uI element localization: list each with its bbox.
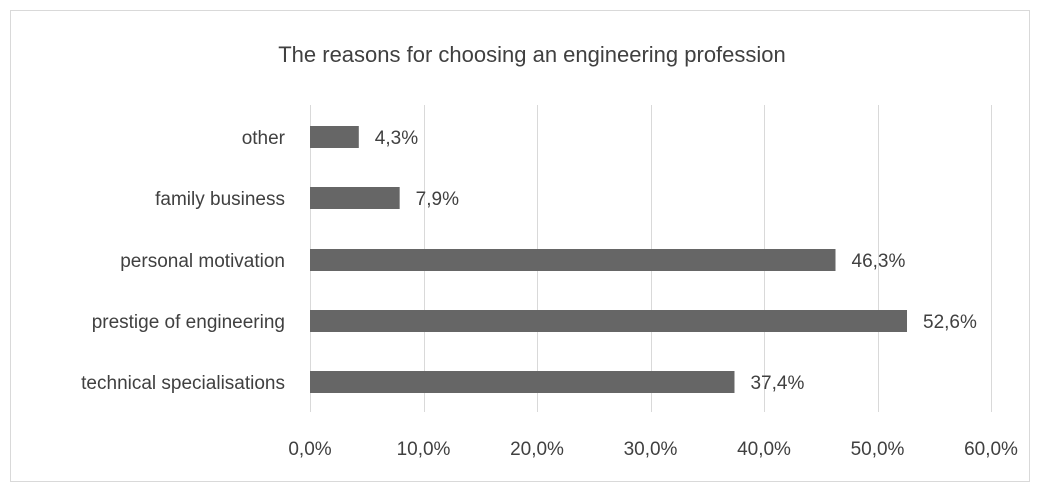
x-tick-label: 50,0%	[851, 439, 905, 460]
x-tick-label: 0,0%	[288, 439, 331, 460]
bar	[310, 310, 908, 332]
x-tick-label: 20,0%	[510, 439, 564, 460]
bar	[310, 126, 359, 148]
chart-frame	[10, 10, 1030, 482]
category-label: prestige of engineering	[92, 312, 285, 333]
tick-layer: 0,0% 10,0% 20,0% 30,0% 40,0% 50,0% 60,0%	[288, 439, 1018, 460]
x-tick-label: 40,0%	[737, 439, 791, 460]
bar-layer	[310, 126, 908, 393]
category-label: family business	[155, 189, 285, 210]
data-label: 7,9%	[416, 189, 459, 210]
category-label: technical specialisations	[81, 373, 285, 394]
bar	[310, 187, 400, 209]
bar-chart: The reasons for choosing an engineering …	[81, 42, 1018, 460]
label-layer: other 4,3% family business 7,9% personal mot…	[81, 128, 977, 394]
data-label: 52,6%	[923, 312, 977, 333]
category-label: personal motivation	[120, 251, 285, 272]
data-label: 37,4%	[750, 373, 804, 394]
data-label: 4,3%	[375, 128, 418, 149]
bar	[310, 371, 735, 393]
x-tick-label: 10,0%	[397, 439, 451, 460]
x-tick-label: 30,0%	[624, 439, 678, 460]
data-label: 46,3%	[852, 251, 906, 272]
x-tick-label: 60,0%	[964, 439, 1018, 460]
category-label: other	[242, 128, 286, 149]
bar	[310, 249, 836, 271]
chart-title: The reasons for choosing an engineering …	[278, 42, 786, 67]
